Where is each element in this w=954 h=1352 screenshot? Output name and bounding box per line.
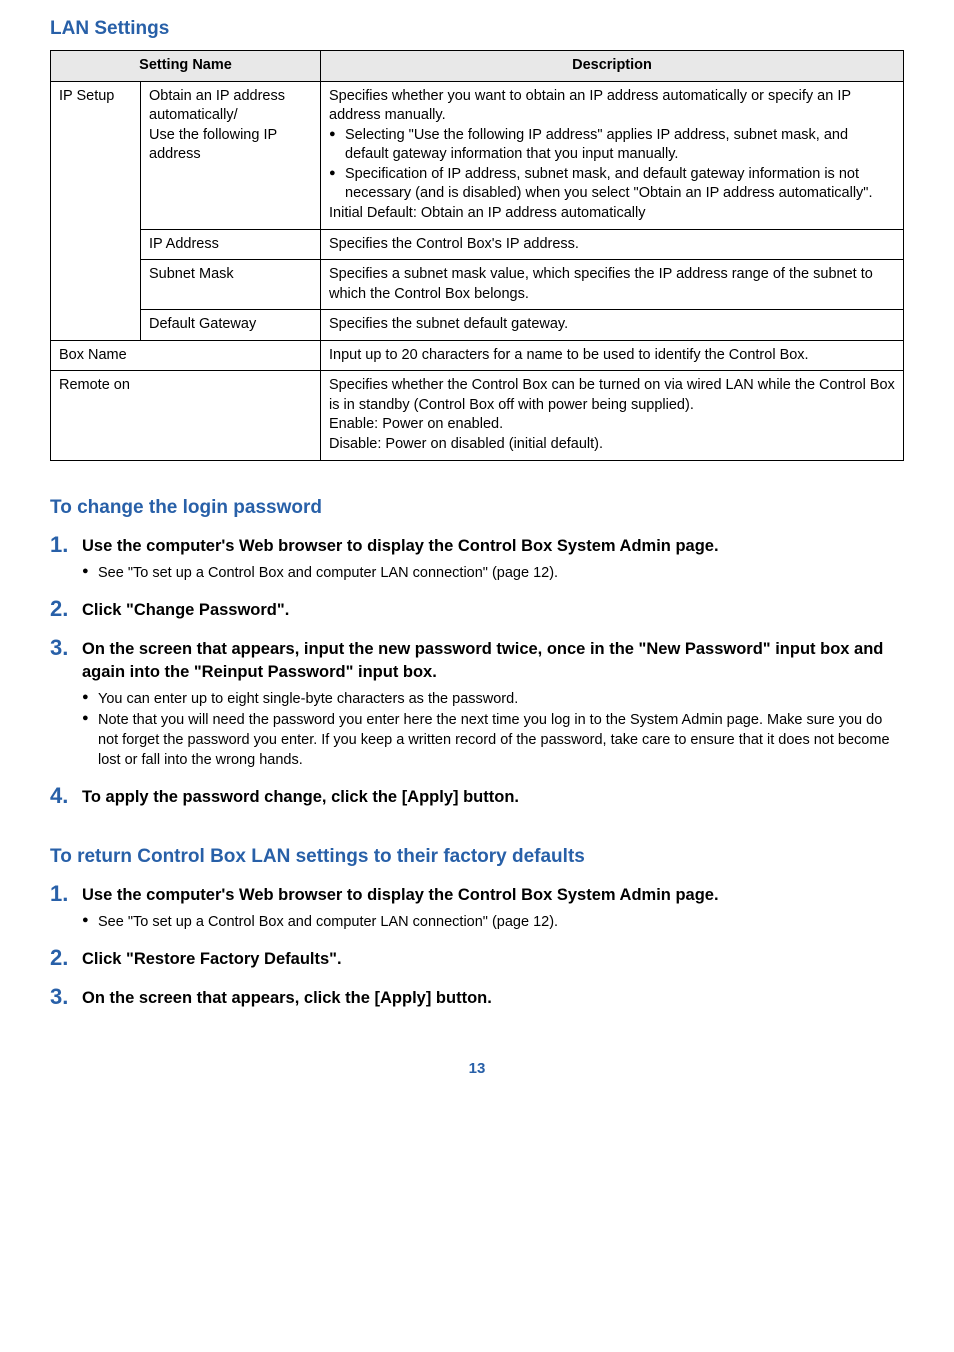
table-header-row: Setting Name Description xyxy=(51,51,904,82)
lan-settings-heading: LAN Settings xyxy=(50,18,904,40)
cell-name: IP Address xyxy=(141,229,321,260)
step-item: Use the computer's Web browser to displa… xyxy=(50,535,904,583)
table-row: Default Gateway Specifies the subnet def… xyxy=(51,310,904,341)
cell-ip-setup-desc: Specifies whether you want to obtain an … xyxy=(321,81,904,229)
bullet-item: Specification of IP address, subnet mask… xyxy=(329,165,895,204)
bullet-item: You can enter up to eight single-byte ch… xyxy=(82,689,904,709)
bullet-item: Selecting "Use the following IP address"… xyxy=(329,126,895,165)
cell-desc: Input up to 20 characters for a name to … xyxy=(321,340,904,371)
cell-text: Enable: Power on enabled. xyxy=(329,416,503,432)
cell-name: Subnet Mask xyxy=(141,260,321,310)
cell-text: Specifies whether you want to obtain an … xyxy=(329,88,851,124)
cell-text: Disable: Power on disabled (initial defa… xyxy=(329,436,603,452)
lan-settings-table: Setting Name Description IP Setup Obtain… xyxy=(50,50,904,461)
step-title: To apply the password change, click the … xyxy=(82,786,904,809)
cell-desc: Specifies the Control Box's IP address. xyxy=(321,229,904,260)
step-title: Click "Restore Factory Defaults". xyxy=(82,948,904,971)
change-password-heading: To change the login password xyxy=(50,497,904,519)
step-item: Click "Change Password". xyxy=(50,599,904,622)
bullet-item: See "To set up a Control Box and compute… xyxy=(82,912,904,932)
cell-text: Obtain an IP address automatically/ xyxy=(149,88,285,124)
cell-text: Specifies whether the Control Box can be… xyxy=(329,377,895,413)
step-title: Use the computer's Web browser to displa… xyxy=(82,884,904,907)
cell-name: Default Gateway xyxy=(141,310,321,341)
table-row: Box Name Input up to 20 characters for a… xyxy=(51,340,904,371)
step-item: To apply the password change, click the … xyxy=(50,786,904,809)
cell-ip-setup-name: Obtain an IP address automatically/ Use … xyxy=(141,81,321,229)
factory-defaults-steps: Use the computer's Web browser to displa… xyxy=(50,884,904,1011)
factory-defaults-heading: To return Control Box LAN settings to th… xyxy=(50,846,904,868)
cell-desc: Specifies a subnet mask value, which spe… xyxy=(321,260,904,310)
step-item: On the screen that appears, input the ne… xyxy=(50,638,904,770)
cell-name: Remote on xyxy=(51,371,321,460)
bullet-item: See "To set up a Control Box and compute… xyxy=(82,563,904,583)
cell-name: Box Name xyxy=(51,340,321,371)
step-title: On the screen that appears, input the ne… xyxy=(82,638,904,684)
step-item: Use the computer's Web browser to displa… xyxy=(50,884,904,932)
step-title: Click "Change Password". xyxy=(82,599,904,622)
cell-text: Initial Default: Obtain an IP address au… xyxy=(329,205,646,221)
cell-text: Use the following IP address xyxy=(149,127,277,163)
change-password-steps: Use the computer's Web browser to displa… xyxy=(50,535,904,810)
bullet-item: Note that you will need the password you… xyxy=(82,710,904,771)
table-row: IP Setup Obtain an IP address automatica… xyxy=(51,81,904,229)
step-item: On the screen that appears, click the [A… xyxy=(50,987,904,1010)
step-title: Use the computer's Web browser to displa… xyxy=(82,535,904,558)
header-setting-name: Setting Name xyxy=(51,51,321,82)
cell-ip-setup-group: IP Setup xyxy=(51,81,141,340)
step-title: On the screen that appears, click the [A… xyxy=(82,987,904,1010)
step-item: Click "Restore Factory Defaults". xyxy=(50,948,904,971)
table-row: Subnet Mask Specifies a subnet mask valu… xyxy=(51,260,904,310)
cell-desc: Specifies the subnet default gateway. xyxy=(321,310,904,341)
table-row: Remote on Specifies whether the Control … xyxy=(51,371,904,460)
page-number: 13 xyxy=(50,1060,904,1077)
header-description: Description xyxy=(321,51,904,82)
table-row: IP Address Specifies the Control Box's I… xyxy=(51,229,904,260)
cell-desc: Specifies whether the Control Box can be… xyxy=(321,371,904,460)
